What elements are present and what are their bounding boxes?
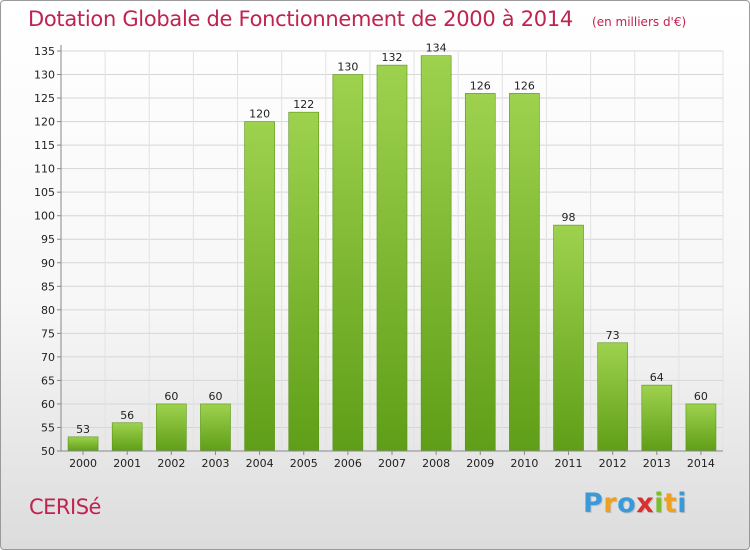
- x-tick-label: 2012: [599, 457, 627, 470]
- x-tick-label: 2005: [290, 457, 318, 470]
- x-tick-label: 2009: [466, 457, 494, 470]
- y-tick-label: 115: [34, 139, 55, 152]
- logo-letter: i: [654, 488, 664, 519]
- logo-letter: x: [636, 488, 655, 519]
- data-label-2005: 122: [293, 98, 314, 111]
- bar-2014: [685, 403, 717, 452]
- data-label-2009: 126: [470, 79, 491, 92]
- y-tick-label: 85: [41, 280, 55, 293]
- bar-2005: [288, 111, 320, 452]
- x-tick-label: 2013: [643, 457, 671, 470]
- data-label-2013: 64: [650, 371, 664, 384]
- labels: 50 55 60 65 70 75 80 85 90 95 100 105 110 115 120 125 13…: [34, 42, 715, 470]
- bar-2002: [156, 403, 187, 452]
- y-tick-label: 125: [34, 92, 55, 105]
- logo-letter: r: [603, 488, 618, 519]
- data-label-2006: 130: [337, 61, 358, 74]
- bar-2001: [111, 422, 143, 452]
- logo-letter: t: [663, 488, 678, 519]
- chart-subtitle: (en milliers d'€): [592, 15, 687, 29]
- bar-2000: [67, 436, 99, 452]
- y-tick-label: 55: [41, 421, 55, 434]
- bar-2006: [332, 74, 364, 452]
- y-tick-label: 60: [41, 398, 55, 411]
- bar-2011: [553, 224, 584, 452]
- data-label-2008: 134: [426, 42, 447, 55]
- title-row: Dotation Globale de Fonctionnement de 20…: [28, 7, 686, 31]
- y-tick-label: 100: [34, 210, 55, 223]
- x-tick-label: 2002: [157, 457, 185, 470]
- y-tick-label: 75: [41, 327, 55, 340]
- bar-2004: [244, 121, 275, 452]
- data-label-2001: 56: [120, 409, 134, 422]
- y-tick-label: 135: [34, 45, 55, 58]
- x-tick-label: 2004: [246, 457, 274, 470]
- bar-2010: [509, 93, 540, 452]
- logo-letter: P: [583, 488, 604, 519]
- y-tick-label: 120: [34, 116, 55, 129]
- data-label-2010: 126: [514, 79, 535, 92]
- axes: [57, 45, 723, 455]
- proxiti-logo: Proxiti: [583, 488, 687, 519]
- data-label-2012: 73: [606, 329, 620, 342]
- y-tick-label: 70: [41, 351, 55, 364]
- x-tick-label: 2000: [69, 457, 97, 470]
- bar-2012: [597, 342, 628, 452]
- data-label-2007: 132: [382, 51, 403, 64]
- bar-2009: [464, 93, 496, 452]
- y-tick-label: 50: [41, 445, 55, 458]
- y-tick-label: 130: [34, 69, 55, 82]
- x-tick-label: 2011: [555, 457, 583, 470]
- data-label-2002: 60: [164, 390, 178, 403]
- logo-letter: i: [677, 488, 688, 519]
- x-tick-label: 2010: [510, 457, 538, 470]
- commune-name: CERISé: [29, 495, 101, 519]
- bar-2013: [641, 384, 673, 452]
- x-tick-label: 2014: [687, 457, 715, 470]
- x-tick-label: 2003: [201, 457, 229, 470]
- y-tick-label: 80: [41, 304, 55, 317]
- x-tick-label: 2001: [113, 457, 141, 470]
- data-label-2014: 60: [694, 390, 708, 403]
- chart-title: Dotation Globale de Fonctionnement de 20…: [28, 7, 573, 31]
- logo-letter: o: [617, 488, 637, 519]
- bars: [67, 55, 717, 452]
- x-tick-label: 2007: [378, 457, 406, 470]
- bar-2008: [420, 55, 452, 452]
- data-label-2004: 120: [249, 108, 270, 121]
- bar-2003: [200, 403, 231, 452]
- data-label-2000: 53: [76, 423, 90, 436]
- bar-2007: [376, 64, 408, 452]
- y-tick-label: 95: [41, 233, 55, 246]
- x-tick-label: 2006: [334, 457, 362, 470]
- y-tick-label: 105: [34, 186, 55, 199]
- y-tick-label: 110: [34, 163, 55, 176]
- x-tick-label: 2008: [422, 457, 450, 470]
- data-label-2011: 98: [562, 211, 576, 224]
- y-tick-label: 65: [41, 374, 55, 387]
- y-tick-label: 90: [41, 257, 55, 270]
- data-label-2003: 60: [208, 390, 222, 403]
